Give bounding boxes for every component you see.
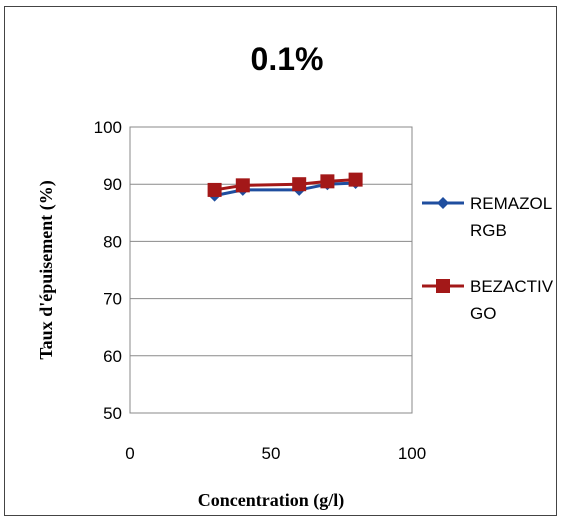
legend-label-1-1: GO [470, 304, 496, 323]
series-layer [207, 172, 363, 202]
x-tick-label-0: 0 [125, 444, 134, 463]
y-axis-label: Taux d'épuisement (%) [36, 180, 57, 359]
chart-title: 0.1% [251, 41, 324, 77]
data-point-1-0 [207, 182, 222, 197]
legend-label-1-0: BEZACTIV [470, 277, 554, 296]
data-point-1-4 [348, 172, 363, 187]
legend-marker-1 [436, 279, 450, 293]
x-tick-labels: 0 50 100 [125, 444, 426, 463]
y-tick-label-3: 80 [103, 232, 122, 251]
x-axis-label: Concentration (g/l) [198, 490, 344, 511]
series-1 [207, 172, 363, 197]
plot-area [129, 126, 413, 414]
y-tick-labels: 50 60 70 80 90 100 [94, 118, 122, 423]
legend-label-0-1: RGB [470, 221, 507, 240]
y-tick-label-2: 70 [103, 290, 122, 309]
y-tick-label-4: 90 [103, 175, 122, 194]
x-tick-label-2: 100 [398, 444, 426, 463]
legend-label-0-0: REMAZOL [470, 194, 552, 213]
y-tick-label-1: 60 [103, 347, 122, 366]
x-tick-label-1: 50 [262, 444, 281, 463]
data-point-1-1 [235, 178, 250, 193]
legend: REMAZOL RGB BEZACTIV GO [422, 194, 554, 323]
data-point-1-2 [292, 177, 307, 192]
legend-entry-0: REMAZOL RGB [422, 194, 552, 240]
legend-marker-0 [437, 197, 449, 209]
legend-entry-1: BEZACTIV GO [422, 277, 554, 323]
y-tick-label-5: 100 [94, 118, 122, 137]
gridlines [130, 126, 412, 414]
chart-frame [4, 6, 557, 516]
y-tick-label-0: 50 [103, 404, 122, 423]
data-point-1-3 [320, 174, 335, 189]
